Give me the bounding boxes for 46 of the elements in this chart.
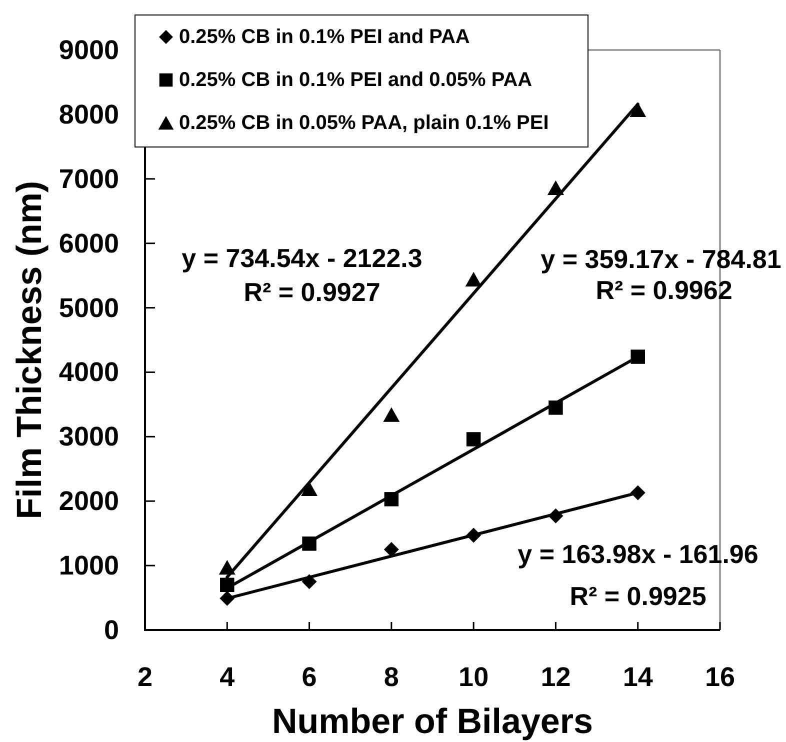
- annotation: y = 359.17x - 784.81: [540, 244, 782, 274]
- point: [466, 528, 482, 543]
- y-tick-label: 1000: [58, 550, 119, 581]
- point: [384, 492, 399, 506]
- point: [548, 508, 564, 524]
- annotation: y = 163.98x - 161.96: [518, 539, 758, 569]
- x-axis-title: Number of Bilayers: [272, 702, 593, 741]
- point: [220, 590, 235, 606]
- annotation: R² = 0.9962: [596, 275, 732, 305]
- point: [630, 350, 645, 364]
- legend-label: 0.25% CB in 0.1% PEI and 0.05% PAA: [179, 69, 532, 91]
- point: [302, 574, 317, 590]
- point: [384, 542, 399, 557]
- x-tick-label: 6: [302, 662, 317, 692]
- point: [465, 272, 482, 287]
- point: [466, 432, 481, 446]
- x-tick-label: 4: [220, 662, 235, 692]
- x-tick-label: 14: [622, 662, 653, 692]
- y-tick-label: 2000: [58, 486, 119, 516]
- x-tick-label: 2: [137, 662, 153, 692]
- y-tick-label: 6000: [58, 228, 119, 258]
- y-tick-label: 7000: [58, 164, 119, 194]
- point: [630, 102, 646, 118]
- y-tick-label: 0: [104, 615, 119, 645]
- x-tick-label: 12: [540, 662, 571, 692]
- legend-label: 0.25% CB in 0.1% PEI and PAA: [179, 26, 470, 48]
- y-tick-label: 5000: [58, 292, 119, 323]
- y-tick-label: 8000: [58, 99, 119, 130]
- point: [548, 400, 563, 415]
- x-tick-label: 16: [704, 662, 736, 692]
- y-tick-label: 4000: [58, 357, 119, 388]
- annotation: y = 734.54x - 2122.3: [182, 243, 422, 273]
- point: [220, 578, 234, 592]
- point: [218, 560, 236, 575]
- x-tick-label: 10: [458, 662, 489, 692]
- y-tick-label: 9000: [58, 35, 119, 65]
- annotation: R² = 0.9927: [244, 277, 380, 307]
- point: [383, 407, 400, 422]
- y-tick-label: 3000: [58, 422, 119, 452]
- annotation: R² = 0.9925: [570, 581, 706, 611]
- x-tick-label: 8: [384, 662, 399, 692]
- point: [547, 180, 564, 196]
- y-axis-title: Film Thickness (nm): [10, 180, 49, 520]
- legend-label: 0.25% CB in 0.05% PAA, plain 0.1% PEI: [179, 112, 549, 134]
- point: [630, 485, 646, 500]
- point: [302, 536, 316, 551]
